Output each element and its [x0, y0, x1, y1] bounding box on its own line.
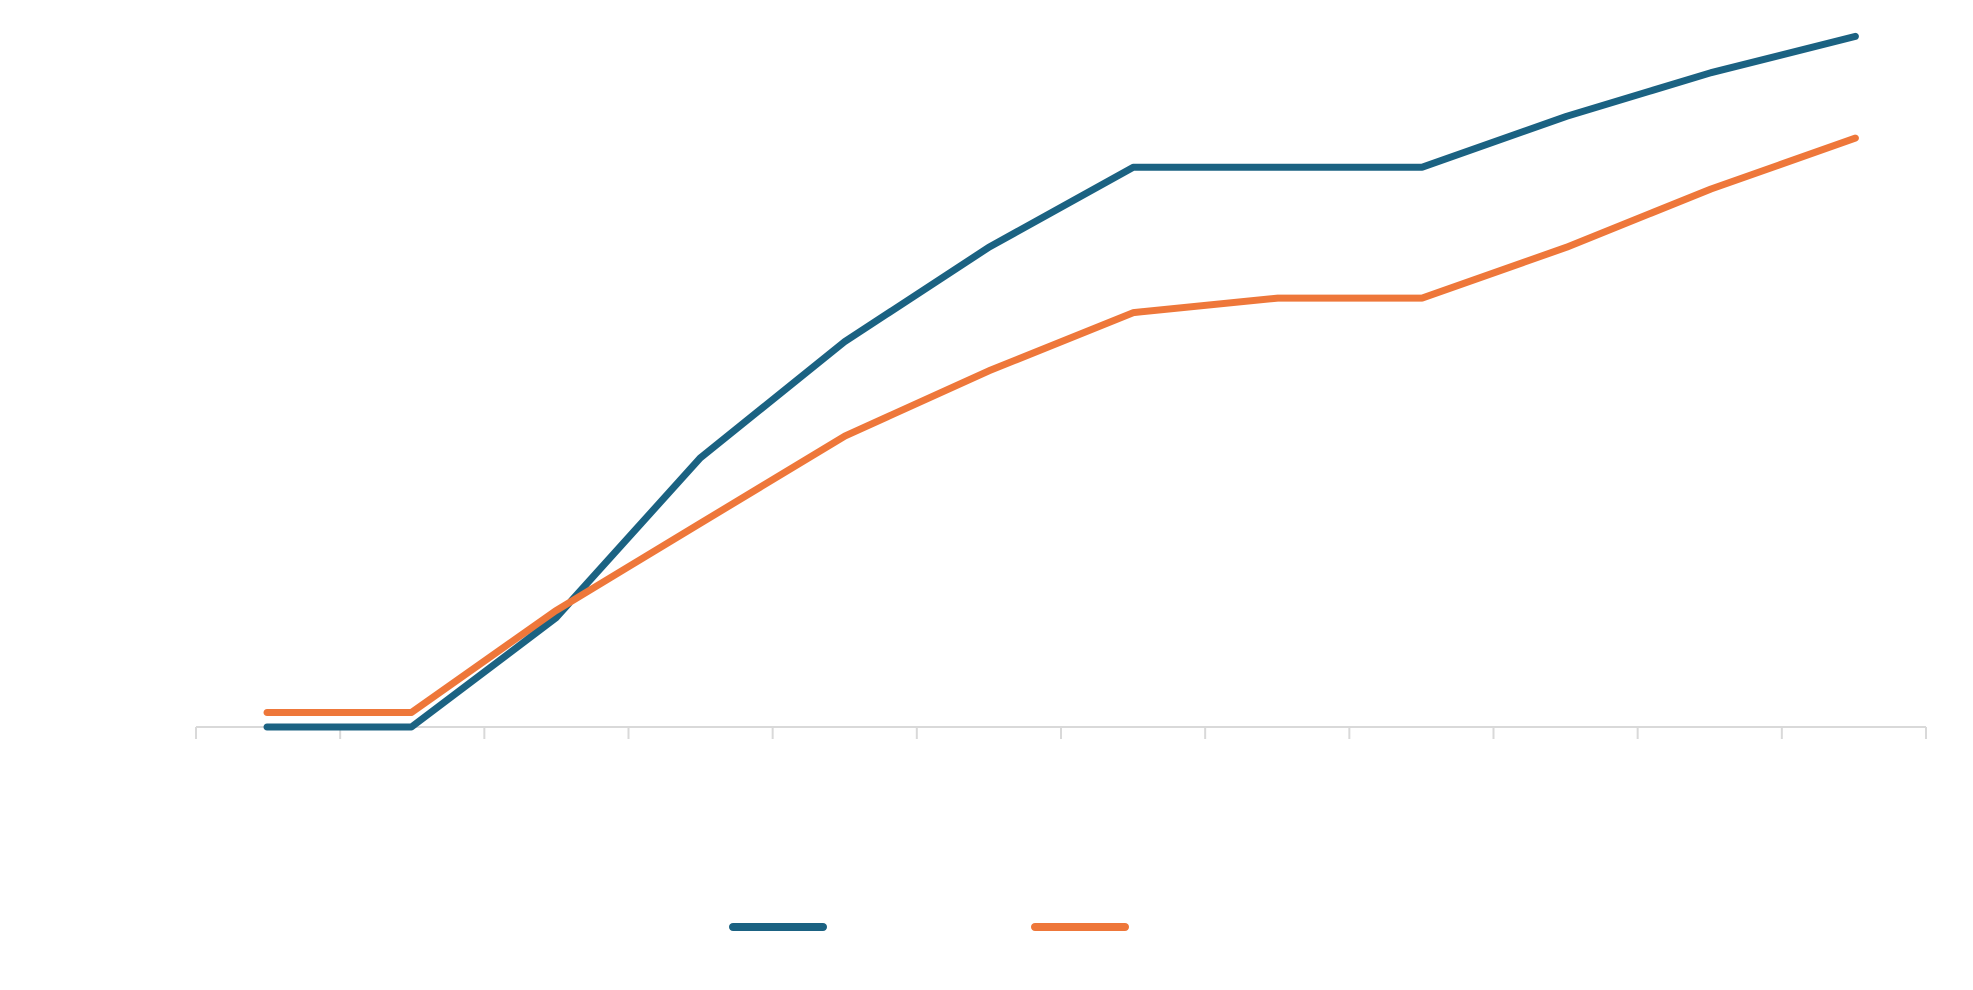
series-line-2 — [263, 134, 1859, 716]
plot-area — [263, 32, 1859, 731]
x-axis — [195, 726, 1927, 739]
series-line-1 — [263, 32, 1859, 731]
